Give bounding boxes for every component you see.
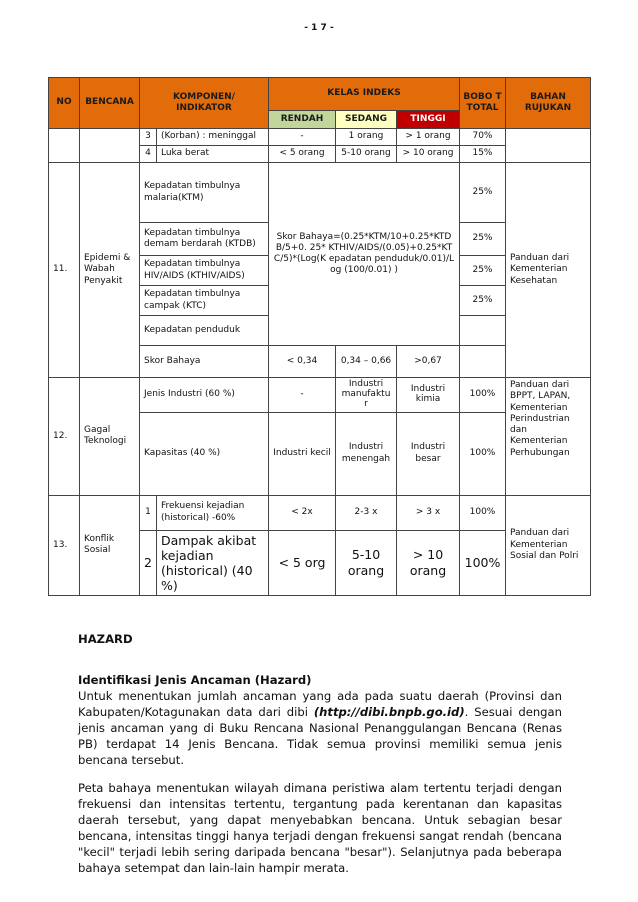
tinggi-cell: > 10 orang: [396, 145, 460, 163]
rendah-cell: Industri kecil: [268, 411, 336, 496]
no-cell: 13.: [48, 494, 80, 596]
bencana-cell: [79, 128, 140, 163]
bobot-cell: 100%: [459, 529, 506, 596]
header-tinggi: TINGGI: [396, 110, 460, 129]
rendah-cell: < 5 org: [268, 529, 336, 596]
bencana-cell: Konflik Sosial: [79, 494, 140, 596]
rendah-cell: < 5 orang: [268, 145, 336, 163]
sedang-cell: Industri manufaktur: [335, 377, 397, 413]
hazard-index-table: NO BENCANA KOMPONEN/ INDIKATOR KELAS IND…: [48, 77, 591, 596]
bobot-cell: [459, 345, 506, 378]
paragraph-1: Untuk menentukan jumlah ancaman yang ada…: [78, 688, 562, 768]
bobot-cell: 100%: [459, 411, 506, 496]
header-komponen: KOMPONEN/ INDIKATOR: [139, 77, 269, 129]
page-number: - 1 7 -: [304, 23, 334, 33]
dibi-link[interactable]: (http://dibi.bnpb.go.id): [313, 704, 465, 719]
bobot-cell: [459, 315, 506, 346]
sedang-cell: Industri menengah: [335, 411, 397, 496]
header-rendah: RENDAH: [268, 110, 336, 129]
komponen-cell: Luka berat: [156, 145, 269, 163]
komponen-cell: Kepadatan timbulnya demam berdarah (KTDB…: [139, 222, 269, 256]
sedang-cell: 0,34 – 0,66: [335, 345, 397, 378]
komponen-cell: Kapasitas (40 %): [139, 411, 269, 496]
bencana-cell: Gagal Teknologi: [79, 377, 140, 496]
header-bobot: BOBO T TOTAL: [459, 77, 506, 129]
tinggi-cell: > 10 orang: [396, 529, 460, 596]
header-kelas-indeks: KELAS INDEKS: [268, 77, 460, 111]
tinggi-cell: Industri besar: [396, 411, 460, 496]
bobot-cell: 25%: [459, 162, 506, 223]
sedang-cell: 1 orang: [335, 128, 397, 146]
bencana-cell: Epidemi & Wabah Penyakit: [79, 162, 140, 378]
bahan-cell: Panduan dari Kementerian Sosial dan Polr…: [505, 494, 591, 596]
bobot-cell: 25%: [459, 222, 506, 256]
tinggi-cell: > 1 orang: [396, 128, 460, 146]
bobot-cell: 25%: [459, 255, 506, 286]
no-cell: [48, 128, 80, 163]
bobot-cell: 100%: [459, 494, 506, 531]
tinggi-cell: > 3 x: [396, 494, 460, 531]
header-sedang: SEDANG: [335, 110, 397, 129]
header-no: NO: [48, 77, 80, 129]
komponen-cell: (Korban) : meninggal: [156, 128, 269, 146]
komponen-cell: Kepadatan penduduk: [139, 315, 269, 346]
komponen-cell: Kepadatan timbulnya campak (KTC): [139, 285, 269, 316]
rendah-cell: -: [268, 377, 336, 413]
subheading: Identifikasi Jenis Ancaman (Hazard): [78, 672, 312, 687]
bobot-cell: 25%: [459, 285, 506, 316]
no-cell: 12.: [48, 377, 80, 496]
paragraph-1-text: Untuk menentukan jumlah ancaman yang ada…: [78, 688, 562, 719]
body-text: HAZARD Identifikasi Jenis Ancaman (Hazar…: [78, 631, 562, 876]
bahan-cell: [505, 128, 591, 163]
sedang-cell: 5-10 orang: [335, 145, 397, 163]
bobot-cell: 15%: [459, 145, 506, 163]
paragraph-2: Peta bahaya menentukan wilayah dimana pe…: [78, 780, 562, 875]
komponen-cell: Jenis Industri (60 %): [139, 377, 269, 413]
tinggi-cell: Industri kimia: [396, 377, 460, 413]
bahan-cell: Panduan dari Kementerian Kesehatan: [505, 162, 591, 378]
no-cell: 11.: [48, 162, 80, 378]
section-heading: HAZARD: [78, 631, 133, 646]
komponen-cell: Dampak akibat kejadian (historical) (40 …: [156, 529, 269, 596]
sub-number: 3: [139, 128, 157, 146]
rendah-cell: < 0,34: [268, 345, 336, 378]
rendah-cell: < 2x: [268, 494, 336, 531]
formula-cell: Skor Bahaya=(0.25*KTM/10+0.25*KTDB/5+0. …: [268, 162, 460, 346]
bobot-cell: 70%: [459, 128, 506, 146]
komponen-cell: Frekuensi kejadian (historical) -60%: [156, 494, 269, 531]
bahan-cell: Panduan dari BPPT, LAPAN, Kementerian Pe…: [505, 377, 591, 496]
paragraph-1-text-cont: . Sesuai dengan jenis ancaman yang di Bu…: [78, 704, 562, 767]
komponen-cell: Skor Bahaya: [139, 345, 269, 378]
sedang-cell: 5-10 orang: [335, 529, 397, 596]
bobot-cell: 100%: [459, 377, 506, 413]
sub-number: 1: [139, 494, 157, 531]
sedang-cell: 2-3 x: [335, 494, 397, 531]
header-bencana: BENCANA: [79, 77, 140, 129]
rendah-cell: -: [268, 128, 336, 146]
content: NO BENCANA KOMPONEN/ INDIKATOR KELAS IND…: [48, 77, 591, 876]
sub-number: 2: [139, 529, 157, 596]
sub-number: 4: [139, 145, 157, 163]
tinggi-cell: >0,67: [396, 345, 460, 378]
komponen-cell: Kepadatan timbulnya malaria(KTM): [139, 162, 269, 223]
komponen-cell: Kepadatan timbulnya HIV/AIDS (KTHIV/AIDS…: [139, 255, 269, 286]
header-bahan: BAHAN RUJUKAN: [505, 77, 591, 129]
